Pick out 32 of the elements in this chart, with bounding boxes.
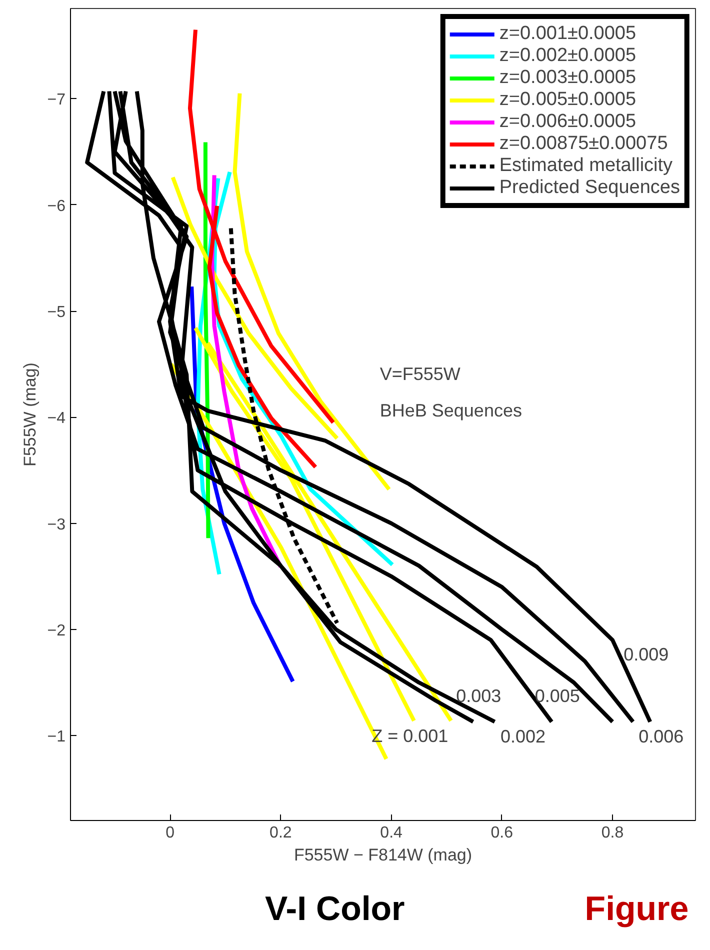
y-tick-label: −3 <box>47 516 66 534</box>
legend-label: z=0.002±0.0005 <box>499 45 636 67</box>
text: V-I Color <box>265 890 405 928</box>
y-tick-label: −6 <box>47 198 66 215</box>
text: Figure <box>584 890 689 928</box>
annotation: BHeB Sequences <box>380 400 522 420</box>
x-tick-label: 0 <box>166 824 175 842</box>
legend-label: z=0.001±0.0005 <box>499 23 636 45</box>
legend-label: z=0.00875±0.00075 <box>499 133 668 155</box>
legend-label: z=0.006±0.0005 <box>499 111 636 133</box>
legend-label: Predicted Sequences <box>499 177 680 199</box>
y-axis-title: F555W (mag) <box>20 362 40 466</box>
annotation: 0.002 <box>500 726 546 747</box>
y-tick-label: −7 <box>47 92 66 109</box>
y-tick-label: −2 <box>47 622 66 640</box>
x-tick-label: 0.4 <box>380 824 403 842</box>
annotation: 0.003 <box>456 686 502 706</box>
x-axis-title: F555W − F814W (mag) <box>294 846 472 864</box>
x-tick-label: 0.2 <box>270 824 292 842</box>
y-tick-label: −4 <box>47 410 66 428</box>
x-tick-label: 0.8 <box>601 824 624 842</box>
y-tick-label: −5 <box>47 304 66 322</box>
legend-label: z=0.005±0.0005 <box>499 89 636 111</box>
legend-label: z=0.003±0.0005 <box>499 67 636 89</box>
annotation: 0.009 <box>624 644 669 665</box>
line-series <box>228 226 340 626</box>
y-tick-label: −1 <box>47 728 66 746</box>
annotation: V=F555W <box>380 364 460 384</box>
annotation: 0.006 <box>638 726 684 747</box>
x-tick-label: 0.6 <box>490 824 514 842</box>
legend-label: Estimated metallicity <box>499 155 673 177</box>
annotation: 0.005 <box>534 686 580 706</box>
